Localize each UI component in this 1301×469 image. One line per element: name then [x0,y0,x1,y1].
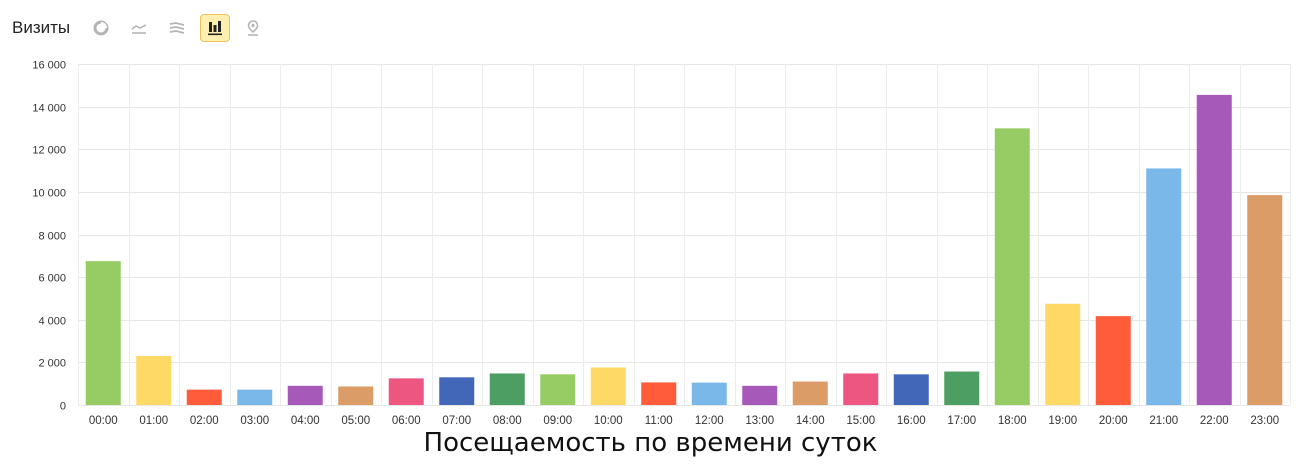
y-tick-label: 8 000 [38,231,66,243]
x-tick-label: 08:00 [493,415,522,427]
x-tick-label: 10:00 [594,415,623,427]
bar-0900 [540,374,576,405]
x-tick-label: 15:00 [846,415,875,427]
area-chart-icon [169,22,185,34]
x-tick-label: 13:00 [745,415,774,427]
x-tick-label: 00:00 [89,415,118,427]
area-chart-button[interactable] [162,14,192,42]
map-pin-icon [247,20,259,36]
bar-1700 [944,371,980,405]
x-tick-label: 02:00 [190,415,219,427]
x-tick-label: 14:00 [796,415,825,427]
y-tick-label: 6 000 [38,273,66,285]
bar-0500 [338,386,374,405]
chart-toolbar: Визиты [12,12,276,44]
x-tick-label: 18:00 [998,415,1027,427]
bar-0700 [439,377,475,405]
bar-0400 [287,385,323,405]
bar-0000 [85,261,121,405]
line-chart-button[interactable] [124,14,154,42]
y-tick-label: 10 000 [32,188,66,200]
bar-1600 [893,374,929,405]
x-tick-label: 06:00 [392,415,421,427]
bars [85,94,1283,405]
bar-1500 [843,373,879,405]
x-tick-label: 07:00 [442,415,471,427]
bar-0600 [388,378,424,405]
map-button[interactable] [238,14,268,42]
x-tick-label: 03:00 [240,415,269,427]
y-tick-label: 16 000 [32,60,66,72]
bar-1800 [994,128,1030,405]
x-axis: 00:00 01:00 02:00 03:00 04:00 05:00 06:00 07:00… [89,415,1279,427]
x-tick-label: 21:00 [1149,415,1178,427]
x-tick-label: 23:00 [1250,415,1279,427]
x-tick-label: 17:00 [947,415,976,427]
bar-1400 [792,381,828,405]
pie-chart-button[interactable] [86,14,116,42]
bar-1000 [590,367,626,405]
y-tick-label: 4 000 [38,316,66,328]
bar-2200 [1196,94,1232,405]
chart-caption: Посещаемость по времени суток [423,428,878,458]
x-tick-label: 09:00 [543,415,572,427]
bar-1300 [742,385,778,405]
bar-chart-button[interactable] [200,14,231,42]
x-tick-label: 22:00 [1200,415,1229,427]
bar-chart-icon [208,21,223,36]
y-tick-label: 2 000 [38,358,66,370]
x-tick-label: 04:00 [291,415,320,427]
x-tick-label: 11:00 [645,415,673,427]
bar-1900 [1045,303,1081,405]
pie-chart-icon [93,20,109,36]
x-tick-label: 20:00 [1099,415,1128,427]
y-tick-label: 14 000 [32,103,66,115]
grid [78,64,1291,406]
x-tick-label: 16:00 [897,415,926,427]
y-tick-label: 12 000 [32,145,66,157]
x-tick-label: 12:00 [695,415,724,427]
bar-0200 [186,389,222,405]
report-title: Визиты [12,18,71,37]
x-tick-label: 01:00 [139,415,168,427]
bar-1100 [641,382,677,405]
bar-0800 [489,373,525,405]
bar-2100 [1146,168,1182,405]
x-tick-label: 05:00 [341,415,370,427]
bar-2300 [1247,195,1283,405]
bar-2000 [1095,316,1131,405]
x-tick-label: 19:00 [1048,415,1077,427]
bar-0300 [237,389,273,405]
y-axis: 0 2 000 4 000 6 000 8 000 10 000 12 000 14 000 1… [32,60,66,413]
y-tick-label: 0 [60,401,66,413]
bar-0100 [136,355,172,405]
bar-1200 [691,382,727,405]
line-chart-icon [131,24,147,34]
